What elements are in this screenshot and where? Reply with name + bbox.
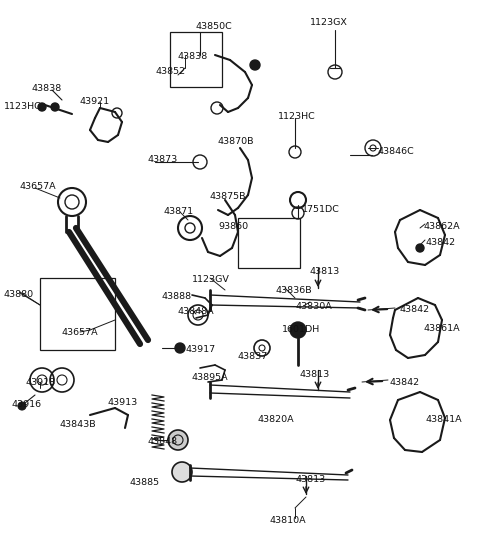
Circle shape [38, 103, 46, 111]
Circle shape [51, 103, 59, 111]
Text: 43837: 43837 [238, 352, 268, 361]
Text: 43810A: 43810A [270, 516, 307, 525]
Circle shape [175, 343, 185, 353]
Circle shape [250, 60, 260, 70]
Text: 43875B: 43875B [210, 192, 247, 201]
Circle shape [18, 402, 26, 410]
Text: 43921: 43921 [80, 97, 110, 106]
Text: 43895A: 43895A [192, 373, 228, 382]
Text: 43842: 43842 [390, 378, 420, 387]
Text: 43842: 43842 [400, 305, 430, 314]
Bar [238, 218, 300, 268]
Text: 1123HC: 1123HC [4, 102, 42, 111]
Text: 43657A: 43657A [20, 182, 57, 191]
Text: 1751DC: 1751DC [302, 205, 340, 214]
Text: 43852: 43852 [155, 67, 185, 76]
Text: 43918: 43918 [26, 378, 56, 387]
Bar [170, 32, 222, 87]
Circle shape [290, 322, 306, 338]
Text: 1123GV: 1123GV [192, 275, 230, 284]
Text: 43841A: 43841A [426, 415, 463, 424]
Text: 43862A: 43862A [423, 222, 460, 231]
Text: 43838: 43838 [178, 52, 208, 61]
Text: 43842: 43842 [426, 238, 456, 247]
Text: 1123GX: 1123GX [310, 18, 348, 27]
Text: 43813: 43813 [296, 475, 326, 484]
Bar [40, 278, 115, 350]
Text: 1123HC: 1123HC [278, 112, 316, 121]
Text: 43848A: 43848A [178, 307, 215, 316]
Text: 43916: 43916 [12, 400, 42, 409]
Text: 43848: 43848 [148, 437, 178, 446]
Circle shape [416, 244, 424, 252]
Text: 43870B: 43870B [218, 137, 254, 146]
Text: 43871: 43871 [164, 207, 194, 216]
Text: 43836B: 43836B [276, 286, 312, 295]
Text: 43820A: 43820A [258, 415, 295, 424]
Text: 43657A: 43657A [62, 328, 98, 337]
Text: 43888: 43888 [162, 292, 192, 301]
Text: 43843B: 43843B [60, 420, 96, 429]
Text: 43880: 43880 [4, 290, 34, 299]
Text: 43830A: 43830A [295, 302, 332, 311]
Text: 43861A: 43861A [423, 324, 460, 333]
Text: 43846C: 43846C [378, 147, 415, 156]
Text: 43850C: 43850C [195, 22, 232, 31]
Circle shape [172, 462, 192, 482]
Text: 43885: 43885 [130, 478, 160, 487]
Text: 43913: 43913 [108, 398, 138, 407]
Text: 43917: 43917 [185, 345, 215, 354]
Circle shape [168, 430, 188, 450]
Text: 93860: 93860 [218, 222, 248, 231]
Text: 43838: 43838 [32, 84, 62, 93]
Text: 43873: 43873 [148, 155, 178, 164]
Text: 43813: 43813 [300, 370, 330, 379]
Text: 43813: 43813 [310, 267, 340, 276]
Text: 1601DH: 1601DH [282, 325, 320, 334]
